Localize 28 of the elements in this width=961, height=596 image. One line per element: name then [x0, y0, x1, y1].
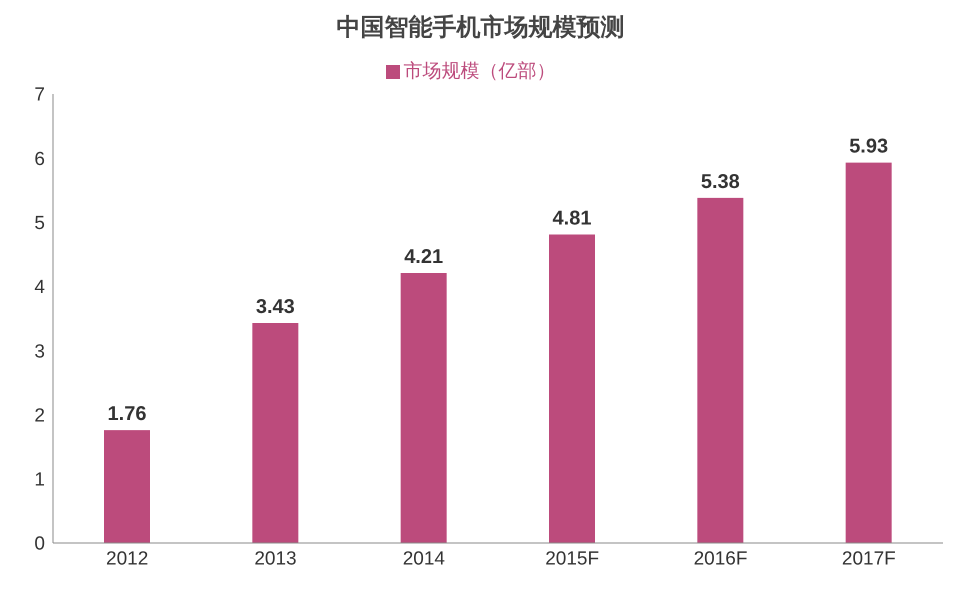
x-tick-label: 2014: [402, 548, 446, 570]
data-label: 4.21: [404, 246, 444, 268]
y-tick-label: 6: [34, 148, 45, 170]
data-label: 5.93: [849, 136, 888, 158]
x-tick-label: 2015F: [545, 548, 600, 570]
y-tick-label: 3: [34, 341, 45, 362]
x-tick-label: 2012: [106, 548, 148, 570]
bar: [400, 272, 447, 543]
bar: [549, 234, 595, 543]
y-tick-label: 1: [34, 470, 45, 491]
bar: [252, 322, 298, 543]
y-tick-label: 5: [34, 213, 45, 234]
x-tick-label: 2016F: [694, 548, 748, 570]
x-tick-label: 2013: [254, 548, 297, 570]
y-tick-label: 2: [34, 405, 45, 426]
y-tick-label: 7: [34, 84, 45, 106]
bar: [697, 198, 744, 543]
bar: [104, 430, 150, 543]
data-label: 5.38: [700, 170, 740, 193]
legend-label: 市场规模（亿部）: [404, 61, 556, 82]
y-tick-label: 4: [34, 277, 46, 298]
data-label: 3.43: [256, 296, 295, 318]
y-tick-label: 0: [34, 534, 45, 555]
x-tick-label: 2017F: [842, 548, 896, 570]
data-label: 1.76: [108, 403, 146, 426]
bar: [846, 162, 892, 543]
data-label: 4.81: [552, 207, 592, 230]
chart-title: 中国智能手机市场规模预测: [336, 13, 626, 43]
